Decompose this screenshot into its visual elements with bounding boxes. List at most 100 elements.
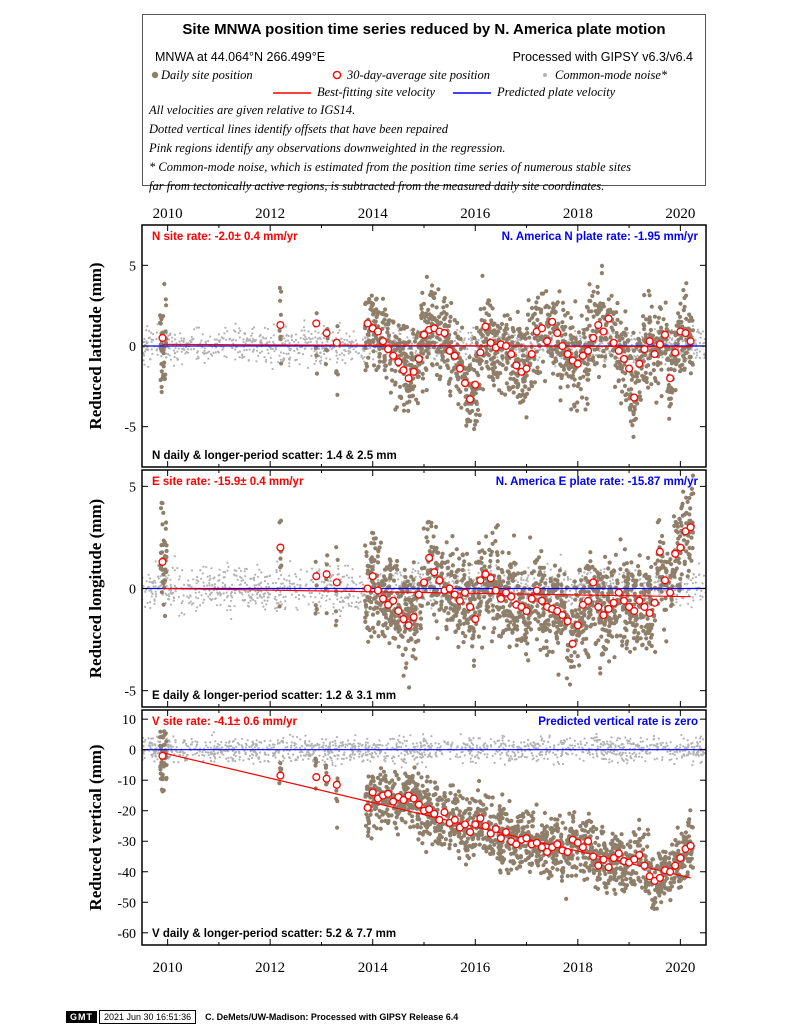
noise-point xyxy=(344,362,347,365)
daily-point xyxy=(515,309,520,314)
daily-point xyxy=(633,370,638,375)
noise-point xyxy=(352,588,356,592)
noise-point xyxy=(252,598,255,601)
daily-point xyxy=(465,407,470,413)
noise-point xyxy=(298,578,301,581)
noise-point xyxy=(539,348,542,351)
daily-point xyxy=(407,685,412,690)
noise-point xyxy=(321,341,324,344)
noise-point xyxy=(284,600,287,603)
scatter-label: N daily & longer-period scatter: 1.4 & 2… xyxy=(152,450,397,462)
daily-point xyxy=(647,320,652,325)
noise-point xyxy=(170,603,173,606)
noise-point xyxy=(275,598,278,602)
daily-point xyxy=(160,522,165,527)
noise-point xyxy=(348,592,351,596)
noise-point xyxy=(282,352,285,355)
daily-point xyxy=(682,356,687,361)
daily-point xyxy=(652,618,658,623)
noise-point xyxy=(169,583,172,587)
noise-point xyxy=(192,347,195,351)
noise-point xyxy=(152,332,155,336)
daily-point xyxy=(164,548,169,554)
noise-point xyxy=(516,589,519,592)
daily-point xyxy=(429,524,434,529)
daily-point xyxy=(363,598,368,603)
daily-point xyxy=(551,305,556,310)
daily-point xyxy=(401,340,406,345)
noise-point xyxy=(154,590,157,593)
noise-point xyxy=(675,598,678,601)
y-tick-label: 5 xyxy=(129,259,136,274)
daily-point xyxy=(405,340,410,345)
noise-point xyxy=(252,348,255,351)
noise-point xyxy=(179,332,182,335)
noise-point xyxy=(560,357,563,360)
noise-point xyxy=(239,329,242,333)
noise-point xyxy=(319,605,322,608)
noise-point xyxy=(183,613,186,616)
daily-point xyxy=(444,303,449,308)
daily-point xyxy=(532,311,538,316)
daily-point xyxy=(372,363,377,368)
noise-point xyxy=(701,582,704,585)
noise-point xyxy=(463,597,467,601)
noise-point xyxy=(177,595,180,599)
noise-point xyxy=(513,590,516,594)
daily-point xyxy=(554,634,559,639)
daily-point xyxy=(674,362,679,367)
daily-point xyxy=(571,383,577,388)
noise-point xyxy=(213,576,216,579)
noise-point xyxy=(271,367,274,371)
daily-point xyxy=(437,314,442,319)
daily-point xyxy=(471,583,476,588)
daily-point xyxy=(590,328,595,333)
noise-point xyxy=(294,333,298,336)
noise-point xyxy=(226,569,229,572)
daily-point xyxy=(313,611,318,616)
noise-point xyxy=(470,331,473,334)
noise-point xyxy=(657,579,660,582)
noise-point xyxy=(229,592,233,595)
noise-point xyxy=(288,582,291,585)
daily-point xyxy=(632,405,637,410)
noise-point xyxy=(281,582,284,585)
daily-point xyxy=(578,387,583,392)
daily-point xyxy=(656,347,662,352)
daily-point xyxy=(581,374,586,379)
daily-point xyxy=(624,568,629,573)
daily-point xyxy=(638,397,643,402)
daily-point xyxy=(637,394,643,399)
daily-point xyxy=(513,378,518,383)
noise-point xyxy=(153,599,156,602)
daily-point xyxy=(600,590,605,596)
noise-point xyxy=(266,591,269,594)
daily-point xyxy=(569,407,574,412)
daily-point xyxy=(520,353,526,358)
daily-point xyxy=(492,365,497,370)
noise-point xyxy=(612,582,615,585)
noise-point xyxy=(326,584,329,587)
daily-point xyxy=(667,404,672,409)
noise-point xyxy=(497,335,500,338)
noise-point xyxy=(358,575,361,578)
daily-point xyxy=(462,559,467,564)
daily-point xyxy=(484,359,489,365)
daily-point xyxy=(566,374,571,379)
noise-point xyxy=(173,333,176,336)
noise-point xyxy=(197,355,200,358)
noise-point xyxy=(355,605,358,608)
daily-point xyxy=(505,336,510,342)
daily-point xyxy=(628,419,634,424)
daily-point xyxy=(682,295,687,301)
noise-point xyxy=(477,339,480,342)
noise-point xyxy=(415,349,418,352)
daily-point xyxy=(396,323,401,328)
daily-point xyxy=(659,394,664,399)
daily-point xyxy=(637,378,642,383)
daily-point xyxy=(582,335,587,340)
noise-point xyxy=(235,569,238,573)
daily-point xyxy=(371,312,376,317)
noise-point xyxy=(216,593,219,596)
noise-point xyxy=(349,341,352,345)
